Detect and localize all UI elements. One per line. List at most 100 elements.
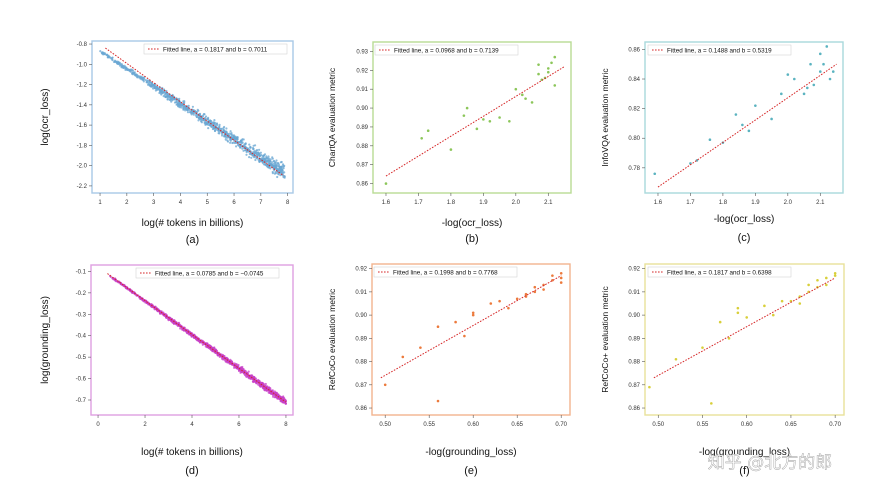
data-point bbox=[207, 127, 210, 130]
data-point bbox=[530, 101, 534, 104]
data-point bbox=[224, 138, 227, 141]
legend-label: Fitted line, a = 0.1998 and b = 0.7768 bbox=[393, 269, 498, 276]
data-point bbox=[119, 62, 122, 65]
data-point bbox=[201, 117, 204, 120]
data-point bbox=[515, 297, 519, 301]
data-point bbox=[831, 70, 835, 73]
data-point bbox=[524, 292, 528, 296]
legend-label: Fitted line, a = 0.1817 and b = 0.6398 bbox=[667, 269, 772, 276]
y-tick-label: 0.78 bbox=[628, 166, 640, 172]
data-point bbox=[109, 57, 112, 60]
data-point bbox=[101, 51, 104, 54]
y-tick-label: -1.0 bbox=[77, 62, 88, 68]
data-point bbox=[156, 85, 159, 88]
data-point bbox=[718, 320, 722, 324]
panel-caption: (a) bbox=[186, 234, 199, 246]
x-tick-label: 0.60 bbox=[467, 422, 479, 428]
y-tick-label: -0.5 bbox=[76, 355, 87, 361]
data-point bbox=[277, 173, 280, 176]
data-point bbox=[245, 375, 248, 378]
y-axis-label: log(grounding_loss) bbox=[40, 296, 51, 384]
y-tick-label: 0.86 bbox=[628, 47, 640, 53]
data-point bbox=[268, 166, 271, 169]
data-point bbox=[245, 153, 248, 156]
data-point bbox=[267, 155, 270, 158]
data-point bbox=[252, 152, 255, 155]
data-point bbox=[274, 392, 277, 395]
data-point bbox=[144, 79, 148, 82]
data-point bbox=[269, 158, 272, 161]
data-point bbox=[747, 129, 751, 133]
data-point bbox=[471, 313, 475, 317]
data-point bbox=[825, 283, 828, 287]
y-tick-label: -2.0 bbox=[77, 164, 88, 170]
data-point bbox=[126, 68, 129, 71]
data-point bbox=[279, 161, 282, 164]
x-tick-label: 7 bbox=[259, 200, 263, 206]
data-point bbox=[780, 299, 784, 303]
data-point bbox=[274, 171, 277, 174]
y-tick-label: -0.4 bbox=[76, 334, 87, 340]
fitted-line bbox=[107, 273, 287, 403]
data-point bbox=[793, 77, 796, 81]
data-point bbox=[282, 397, 285, 401]
data-point bbox=[251, 154, 254, 157]
data-point bbox=[196, 115, 199, 119]
data-point bbox=[112, 278, 115, 281]
legend-box bbox=[373, 266, 518, 278]
data-point bbox=[213, 129, 217, 133]
x-tick-label: 6 bbox=[237, 422, 241, 428]
data-point bbox=[489, 302, 493, 305]
panel-caption: (e) bbox=[464, 465, 477, 477]
y-tick-label: 0.91 bbox=[355, 290, 367, 296]
data-point bbox=[233, 141, 236, 145]
data-point bbox=[257, 383, 260, 386]
data-point bbox=[250, 156, 253, 159]
data-point bbox=[103, 52, 106, 55]
data-point bbox=[215, 122, 218, 125]
data-point bbox=[267, 386, 270, 390]
data-point bbox=[190, 110, 193, 113]
data-point bbox=[462, 114, 466, 117]
data-point bbox=[271, 170, 274, 174]
x-tick-label: 1.8 bbox=[719, 200, 728, 206]
data-point bbox=[255, 152, 258, 155]
y-tick-label: 0.89 bbox=[356, 125, 368, 131]
data-point bbox=[248, 156, 251, 159]
data-point bbox=[236, 138, 239, 141]
y-axis-label: RefCoCo evaluation metric bbox=[327, 288, 337, 390]
data-point bbox=[168, 94, 171, 97]
data-point bbox=[420, 136, 423, 140]
data-point bbox=[186, 332, 189, 335]
data-point bbox=[822, 62, 825, 66]
data-point bbox=[200, 121, 203, 124]
data-point bbox=[258, 152, 261, 155]
legend-box bbox=[647, 266, 792, 278]
data-point bbox=[809, 62, 812, 66]
y-tick-label: 0.82 bbox=[628, 107, 640, 113]
data-point bbox=[245, 151, 248, 154]
y-tick-label: 0.89 bbox=[355, 336, 367, 342]
data-point bbox=[254, 158, 257, 162]
data-point bbox=[384, 182, 388, 185]
data-point bbox=[142, 78, 145, 81]
y-tick-label: 0.86 bbox=[355, 406, 367, 412]
data-point bbox=[111, 56, 114, 59]
data-point bbox=[275, 165, 278, 168]
data-point bbox=[524, 97, 527, 100]
data-point bbox=[202, 113, 205, 116]
data-point bbox=[463, 334, 466, 338]
data-point bbox=[264, 157, 267, 160]
data-point bbox=[171, 98, 175, 101]
data-point bbox=[546, 70, 550, 74]
data-point bbox=[162, 95, 165, 98]
data-point bbox=[118, 64, 122, 67]
data-point bbox=[129, 289, 132, 292]
data-point bbox=[250, 153, 253, 156]
data-point bbox=[802, 92, 806, 96]
x-tick-label: 0.65 bbox=[785, 422, 797, 428]
data-point bbox=[223, 131, 226, 134]
data-point bbox=[152, 87, 155, 90]
data-point bbox=[278, 167, 282, 170]
data-point bbox=[138, 75, 141, 78]
